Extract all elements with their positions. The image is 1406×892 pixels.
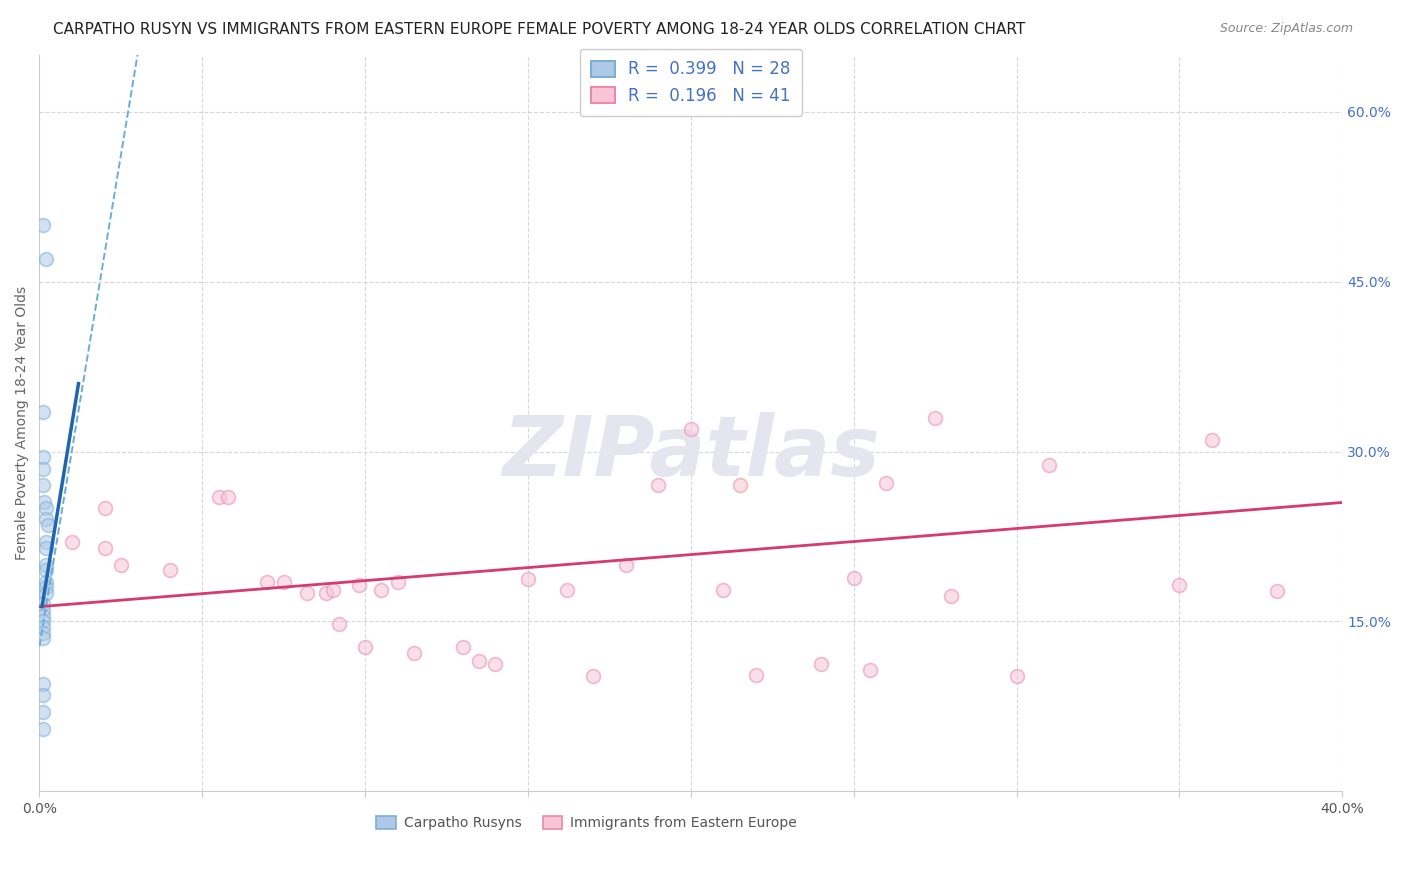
Point — [370, 582, 392, 597]
Point — [35, 574, 58, 589]
Point — [1005, 669, 1028, 683]
Text: Source: ZipAtlas.com: Source: ZipAtlas.com — [1219, 22, 1353, 36]
Point — [256, 574, 278, 589]
Point — [1265, 583, 1288, 598]
Point — [35, 586, 58, 600]
Point — [110, 558, 132, 572]
Point — [859, 663, 882, 677]
Point — [555, 582, 578, 597]
Point — [31, 688, 53, 702]
Point — [35, 581, 58, 595]
Point — [322, 582, 344, 597]
Point — [35, 512, 58, 526]
Y-axis label: Female Poverty Among 18-24 Year Olds: Female Poverty Among 18-24 Year Olds — [15, 286, 30, 560]
Point — [31, 405, 53, 419]
Point — [31, 603, 53, 617]
Point — [159, 563, 181, 577]
Point — [614, 558, 637, 572]
Point — [328, 616, 350, 631]
Point — [402, 646, 425, 660]
Point — [35, 541, 58, 555]
Point — [35, 558, 58, 572]
Point — [217, 490, 239, 504]
Point — [35, 252, 58, 266]
Point — [31, 478, 53, 492]
Point — [31, 722, 53, 736]
Point — [1038, 458, 1060, 472]
Point — [745, 667, 768, 681]
Point — [451, 640, 474, 655]
Point — [810, 657, 832, 672]
Point — [31, 705, 53, 719]
Point — [842, 571, 865, 585]
Point — [35, 535, 58, 549]
Point — [679, 422, 702, 436]
Point — [31, 608, 53, 623]
Point — [582, 669, 605, 683]
Point — [1201, 433, 1223, 447]
Point — [93, 541, 115, 555]
Point — [713, 582, 735, 597]
Point — [93, 501, 115, 516]
Point — [31, 676, 53, 690]
Text: CARPATHO RUSYN VS IMMIGRANTS FROM EASTERN EUROPE FEMALE POVERTY AMONG 18-24 YEAR: CARPATHO RUSYN VS IMMIGRANTS FROM EASTER… — [53, 22, 1026, 37]
Legend: Carpatho Rusyns, Immigrants from Eastern Europe: Carpatho Rusyns, Immigrants from Eastern… — [371, 811, 803, 836]
Point — [31, 450, 53, 465]
Point — [484, 657, 506, 672]
Point — [31, 218, 53, 232]
Point — [387, 574, 409, 589]
Point — [31, 461, 53, 475]
Point — [273, 574, 295, 589]
Point — [31, 620, 53, 634]
Point — [647, 478, 669, 492]
Point — [347, 578, 370, 592]
Point — [517, 573, 540, 587]
Point — [315, 586, 337, 600]
Point — [60, 535, 83, 549]
Point — [924, 410, 946, 425]
Point — [728, 478, 751, 492]
Point — [31, 615, 53, 629]
Point — [468, 654, 491, 668]
Point — [31, 625, 53, 640]
Point — [941, 590, 963, 604]
Point — [35, 563, 58, 577]
Point — [875, 476, 897, 491]
Point — [37, 518, 59, 533]
Point — [35, 501, 58, 516]
Text: ZIPatlas: ZIPatlas — [502, 412, 880, 493]
Point — [31, 632, 53, 646]
Point — [34, 495, 56, 509]
Point — [354, 640, 377, 655]
Point — [1168, 578, 1191, 592]
Point — [295, 586, 318, 600]
Point — [31, 598, 53, 612]
Point — [207, 490, 229, 504]
